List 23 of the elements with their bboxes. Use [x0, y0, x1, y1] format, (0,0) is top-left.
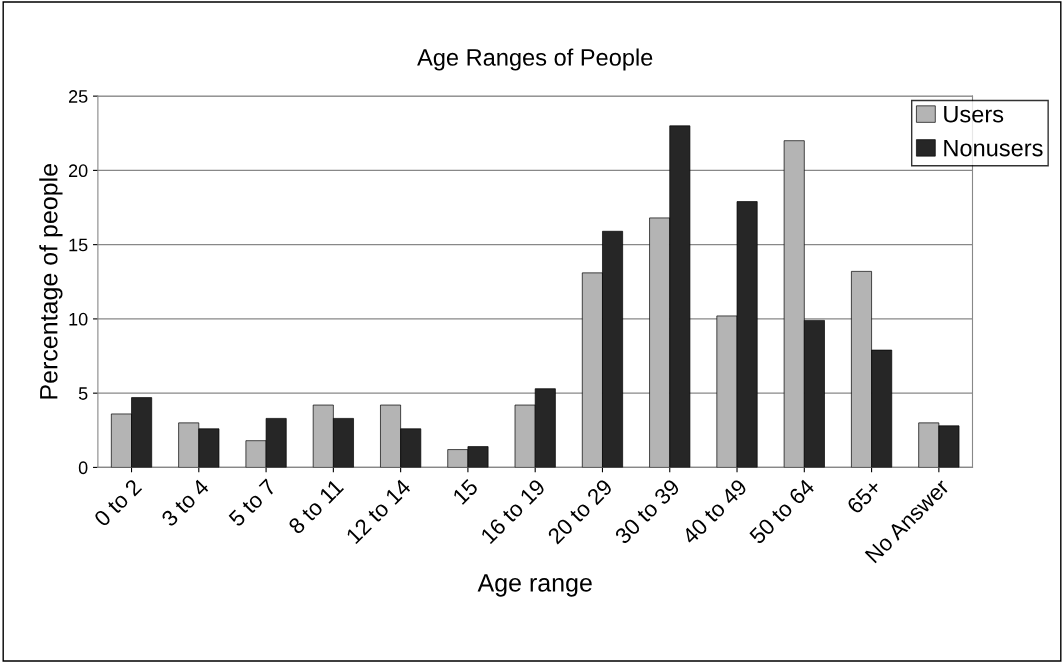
y-tick-label: 15: [69, 238, 88, 252]
x-axis-title: Age range: [477, 574, 592, 597]
y-tick-label: 10: [69, 312, 88, 326]
x-tick-label: 12 to 14: [345, 478, 412, 545]
x-tick-label: 15: [452, 478, 479, 505]
x-tick-label: 30 to 39: [613, 478, 681, 545]
x-tick-label: 5 to 7: [227, 478, 277, 528]
x-tick-label: 3 to 4: [160, 478, 210, 528]
x-tick-label: 16 to 19: [480, 478, 546, 545]
x-tick-label: 40 to 49: [681, 478, 748, 546]
x-tick-label: 50 to 64: [748, 478, 816, 545]
y-tick-label: 20: [68, 164, 88, 178]
x-tick-label: 20 to 29: [546, 478, 614, 545]
x-tick-label: 65+: [846, 478, 883, 515]
x-tick-label: 0 to 2: [93, 478, 143, 528]
x-tick-label: 8 to 11: [287, 478, 345, 535]
chart-title: Age Ranges of People: [417, 48, 653, 71]
legend-label: Nonusers: [944, 139, 1043, 157]
y-axis-title: Percentage of people: [39, 164, 63, 399]
y-tick-label: 25: [68, 90, 88, 103]
legend-label: Users: [944, 106, 1004, 123]
y-tick-label: 5: [78, 387, 88, 400]
y-tick-label: 0: [78, 461, 88, 475]
